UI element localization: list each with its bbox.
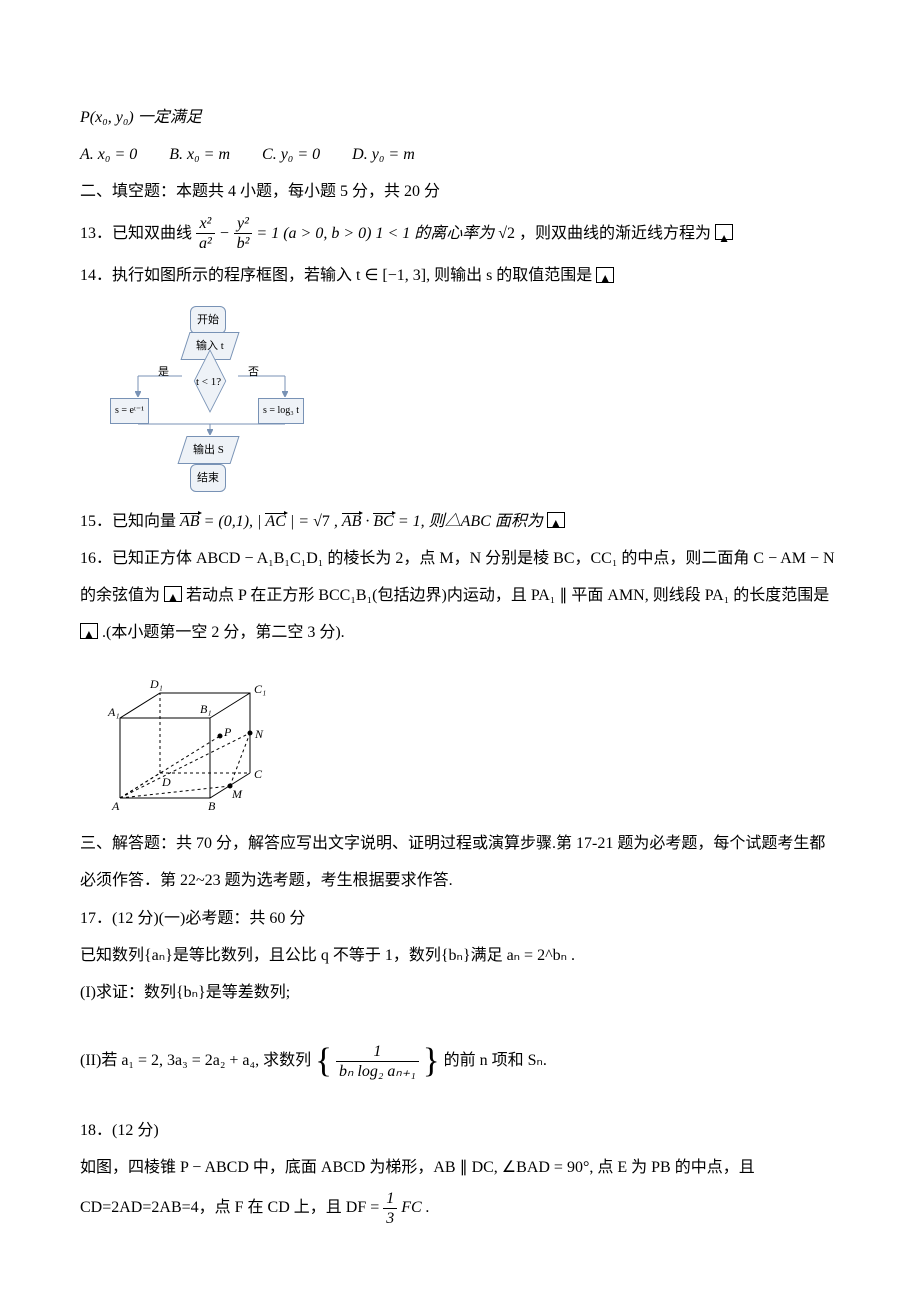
svg-text:A₁: A₁ [107,705,120,719]
fc-start: 开始 [190,306,226,334]
svg-text:B: B [208,799,216,813]
fc-yes: 是 [158,360,169,384]
q18-heading: 18．(12 分) [80,1113,840,1148]
fc-right: s = log₃ t [258,398,304,424]
svg-text:D: D [161,775,171,789]
q14: 14．执行如图所示的程序框图，若输入 t ∈ [−1, 3], 则输出 s 的取… [80,258,840,293]
svg-text:B₁: B₁ [200,702,212,716]
blank-q16a [164,586,182,602]
q16-line3: .(本小题第一空 2 分，第二空 3 分). [80,615,840,650]
blank-q16b [80,623,98,639]
option-d: D. y₀ = m [352,137,415,172]
frac-x2a2: x² a² [196,214,215,253]
svg-text:C₁: C₁ [254,682,266,696]
frac-13: 1 3 [383,1189,397,1228]
q17-part1: (I)求证：数列{bₙ}是等差数列; [80,975,840,1010]
svg-text:D₁: D₁ [149,677,163,691]
svg-text:A: A [111,799,120,813]
svg-text:C: C [254,767,263,781]
option-a: A. x₀ = 0 [80,137,137,172]
q13: 13．已知双曲线 x² a² − y² b² = 1 (a > 0, b > 0… [80,212,840,257]
blank-q13 [715,224,733,240]
q16-line1: 16．已知正方体 ABCD − A₁B₁C₁D₁ 的棱长为 2，点 M，N 分别… [80,541,840,576]
cube-diagram: A B C D A₁ B₁ C₁ D₁ M N P [100,658,300,818]
fc-no: 否 [248,360,259,384]
q17-line1: 已知数列{aₙ}是等比数列，且公比 q 不等于 1，数列{bₙ}满足 aₙ = … [80,938,840,973]
q16-line2: 的余弦值为 若动点 P 在正方形 BCC₁B₁(包括边界)内运动，且 PA₁ ∥… [80,578,840,613]
svg-text:M: M [231,787,243,801]
section3-line2: 必须作答．第 22~23 题为选考题，考生根据要求作答. [80,863,840,898]
q12-options: A. x₀ = 0 B. x₀ = m C. y₀ = 0 D. y₀ = m [80,137,840,172]
svg-text:P: P [223,725,232,739]
q18-line2: CD=2AD=2AB=4，点 F 在 CD 上，且 DF = 1 3 FC . [80,1187,840,1229]
fc-output: 输出 S [177,436,239,464]
section2-heading: 二、填空题：本题共 4 小题，每小题 5 分，共 20 分 [80,174,840,209]
blank-q14 [596,267,614,283]
section3-line1: 三、解答题：共 70 分，解答应写出文字说明、证明过程或演算步骤.第 17-21… [80,826,840,861]
flowchart: 开始 输入 t t < 1? 是 否 s = eᵗ⁻¹ s = log₃ t 输… [100,304,340,494]
q17-part2: (II)若 a₁ = 2, 3a₃ = 2a₂ + a₄, 求数列 1 bₙ l… [80,1012,840,1111]
option-b: B. x₀ = m [169,137,230,172]
q17-brace: 1 bₙ log₂ aₙ₊₁ [315,1012,440,1111]
q12-stem: P(x₀, y₀) 一定满足 [80,100,840,135]
blank-q15 [547,512,565,528]
q17-heading: 17．(12 分)(一)必考题：共 60 分 [80,901,840,936]
option-c: C. y₀ = 0 [262,137,320,172]
fc-left: s = eᵗ⁻¹ [110,398,149,424]
q18-line1: 如图，四棱锥 P − ABCD 中，底面 ABCD 为梯形，AB ∥ DC, ∠… [80,1150,840,1185]
fc-end: 结束 [190,464,226,492]
svg-text:N: N [254,727,264,741]
frac-y2b2: y² b² [234,214,253,253]
q15: 15．已知向量 AB = (0,1), | AC | = √7 , AB · B… [80,504,840,539]
